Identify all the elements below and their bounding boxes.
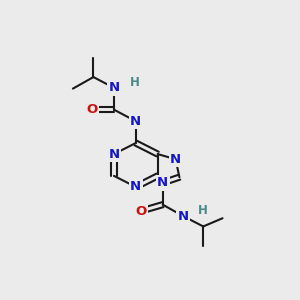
Text: H: H <box>198 204 208 217</box>
Text: N: N <box>108 148 119 160</box>
Text: O: O <box>86 103 98 116</box>
Text: N: N <box>170 153 181 166</box>
Text: N: N <box>130 115 141 128</box>
Text: N: N <box>178 210 189 223</box>
Text: N: N <box>108 81 119 94</box>
Text: N: N <box>130 180 141 194</box>
Text: H: H <box>130 76 140 89</box>
Text: O: O <box>135 205 146 218</box>
Text: N: N <box>157 176 168 189</box>
